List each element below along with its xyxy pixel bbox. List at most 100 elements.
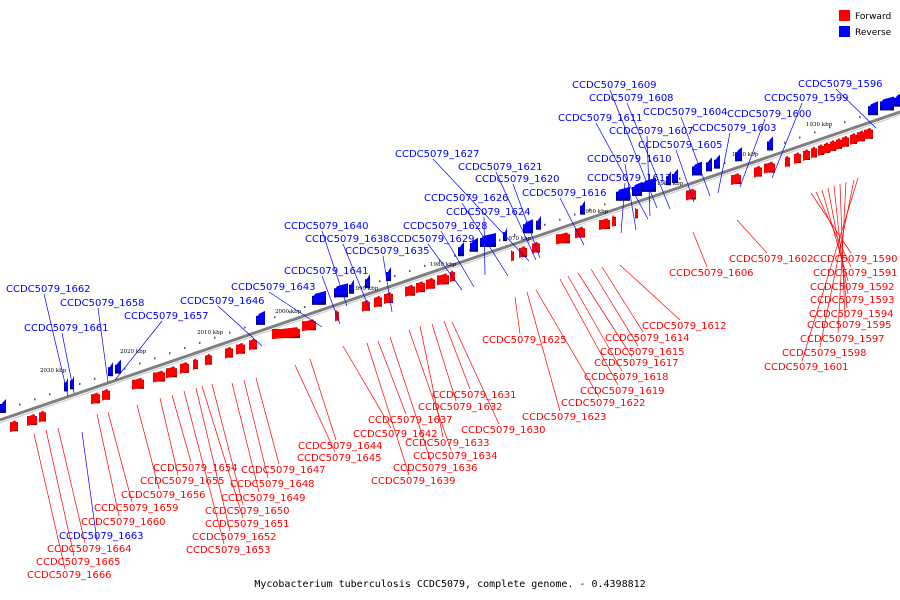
minor-tick: [139, 362, 141, 365]
forward-leader-line: [819, 179, 855, 348]
minor-tick: [724, 162, 726, 165]
minor-tick: [499, 239, 501, 242]
forward-gene: [166, 366, 177, 379]
forward-leader-line: [107, 411, 133, 503]
legend-forward-swatch: [839, 10, 850, 21]
forward-leader-line: [692, 231, 708, 268]
reverse-gene: [256, 310, 265, 324]
reverse-gene: [536, 215, 541, 229]
forward-leader-line: [231, 382, 260, 493]
reverse-gene: [470, 237, 478, 251]
reverse-leader-line: [432, 158, 530, 262]
reverse-gene: [580, 200, 585, 214]
reverse-gene: [880, 96, 894, 110]
reverse-gene: [894, 93, 900, 106]
forward-leader-line: [136, 404, 160, 490]
forward-leader-line: [577, 272, 633, 358]
forward-gene-label: CCDC5079_1597: [800, 334, 885, 345]
forward-leader-line: [96, 413, 120, 517]
reverse-gene-label: CCDC5079_1635: [345, 246, 430, 257]
reverse-gene-label: CCDC5079_1629: [390, 234, 475, 245]
minor-tick: [829, 126, 831, 129]
tick-label-7: 1970 kbp: [505, 236, 532, 242]
reverse-leader-line: [114, 320, 163, 381]
forward-gene: [754, 165, 762, 178]
forward-gene-label: CCDC5079_1632: [418, 402, 503, 413]
minor-tick: [589, 208, 591, 211]
forward-gene: [132, 377, 144, 390]
minor-tick: [574, 213, 576, 216]
reverse-leader-line: [675, 149, 695, 203]
reverse-leader-line: [97, 307, 109, 383]
reverse-gene: [108, 362, 113, 376]
reverse-leader-line: [495, 171, 537, 261]
forward-leader-line: [451, 321, 500, 425]
minor-tick: [49, 393, 51, 396]
forward-leader-line: [559, 278, 619, 386]
reverse-gene: [714, 154, 720, 168]
minor-tick: [799, 136, 801, 139]
minor-tick: [844, 121, 846, 124]
forward-leader-line: [535, 289, 600, 398]
minor-tick: [184, 347, 186, 350]
forward-gene: [612, 214, 616, 227]
reverse-leader-line: [620, 182, 626, 234]
forward-gene-label: CCDC5079_1659: [94, 503, 179, 514]
reverse-gene: [666, 171, 671, 185]
forward-gene-label: CCDC5079_1598: [782, 348, 867, 359]
forward-gene: [803, 148, 810, 161]
forward-gene: [416, 281, 425, 294]
forward-gene-label: CCDC5079_1619: [580, 386, 665, 397]
reverse-gene-label: CCDC5079_1638: [305, 234, 390, 245]
reverse-leader-line: [321, 275, 341, 325]
reverse-leader-line: [771, 102, 803, 179]
forward-leader-line: [342, 345, 392, 429]
forward-leader-line: [514, 296, 521, 335]
forward-leader-line: [526, 291, 561, 412]
reverse-gene-label: CCDC5079_1626: [424, 193, 509, 204]
forward-gene-label: CCDC5079_1647: [241, 465, 326, 476]
reverse-gene-label: CCDC5079_1643: [231, 282, 316, 293]
forward-gene: [511, 249, 514, 262]
tick-label-1: 2030 kbp: [40, 368, 67, 374]
minor-tick: [544, 223, 546, 226]
reverse-gene-label: CCDC5079_1662: [6, 284, 91, 295]
forward-gene: [27, 414, 37, 427]
forward-gene-label: CCDC5079_1642: [353, 429, 438, 440]
forward-gene: [842, 135, 849, 148]
minor-tick: [19, 403, 21, 406]
forward-gene: [830, 139, 836, 152]
forward-leader-line: [45, 429, 75, 557]
minor-tick: [754, 151, 756, 154]
reverse-gene: [616, 186, 630, 200]
forward-gene-label: CCDC5079_1601: [764, 362, 849, 373]
forward-leader-line: [389, 336, 432, 463]
forward-gene-label: CCDC5079_1649: [221, 493, 306, 504]
reverse-leader-line: [512, 183, 541, 259]
reverse-leader-line: [61, 332, 75, 394]
reverse-leader-line: [739, 118, 766, 188]
reverse-leader-line: [624, 163, 637, 231]
forward-gene-label: CCDC5079_1651: [205, 519, 290, 530]
forward-gene: [10, 420, 18, 433]
reverse-gene: [349, 279, 354, 293]
reverse-gene-label: CCDC5079_1658: [60, 298, 145, 309]
forward-gene: [153, 370, 165, 383]
forward-leader-line: [801, 177, 859, 362]
reverse-leader-line: [483, 216, 486, 276]
forward-leader-line: [590, 268, 639, 347]
minor-tick: [229, 331, 231, 334]
forward-gene-label: CCDC5079_1590: [813, 254, 898, 265]
forward-gene: [764, 161, 775, 174]
reverse-gene: [458, 242, 464, 256]
forward-leader-line: [243, 379, 269, 479]
forward-gene: [575, 226, 585, 239]
forward-gene: [180, 361, 189, 374]
minor-tick: [379, 280, 381, 283]
forward-gene: [302, 319, 316, 332]
forward-gene-label: CCDC5079_1618: [584, 372, 669, 383]
forward-gene-label: CCDC5079_1591: [813, 268, 898, 279]
forward-gene-label: CCDC5079_1650: [205, 506, 290, 517]
forward-leader-line: [810, 192, 852, 254]
